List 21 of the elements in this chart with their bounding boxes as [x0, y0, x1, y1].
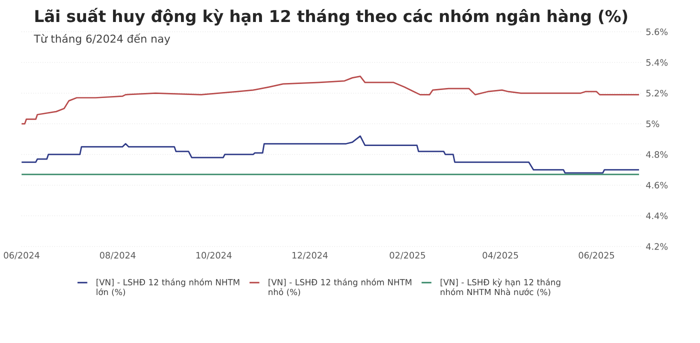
- y-tick-label: 5.6%: [646, 28, 668, 36]
- x-tick-label: 10/2024: [196, 252, 232, 260]
- y-tick-label: 4.4%: [646, 212, 668, 220]
- legend-label: [VN] - LSHĐ kỳ hạn 12 tháng nhóm NHTM Nhà nước (%): [440, 278, 560, 296]
- x-tick-label: 12/2024: [292, 252, 328, 260]
- x-tick-label: 06/2024: [4, 252, 40, 260]
- x-tick-label: 04/2025: [482, 252, 518, 260]
- x-tick-label: 06/2025: [578, 252, 614, 260]
- y-tick-label: 4.2%: [646, 243, 668, 250]
- legend-label: [VN] - LSHĐ 12 tháng nhóm NHTM lớn (%): [96, 278, 240, 296]
- x-tick-label: 08/2024: [100, 252, 136, 260]
- y-tick-label: 5.2%: [646, 90, 668, 96]
- chart-title: Lãi suất huy động kỳ hạn 12 tháng theo các nhóm ngân hàng (%): [35, 8, 628, 26]
- y-tick-label: 4.8%: [646, 151, 668, 158]
- y-tick-label: 5.4%: [646, 59, 668, 66]
- x-tick-label: 02/2025: [390, 252, 426, 260]
- legend-label: [VN] - LSHĐ 12 tháng nhóm NHTM nhỏ (%): [268, 278, 412, 296]
- chart-subtitle: Từ tháng 6/2024 đến nay: [34, 33, 170, 45]
- line-series: [20, 135, 640, 174]
- y-tick-label: 5%: [646, 120, 660, 128]
- y-tick-label: 4.6%: [646, 182, 668, 188]
